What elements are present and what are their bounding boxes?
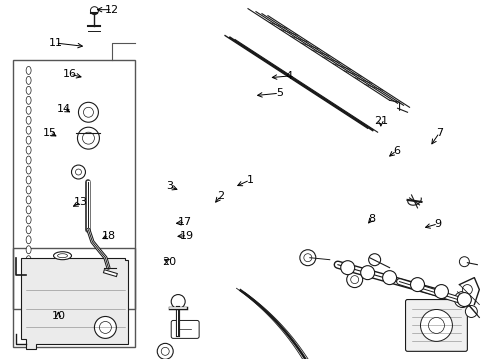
Ellipse shape <box>26 106 31 114</box>
Ellipse shape <box>26 226 31 234</box>
Ellipse shape <box>26 86 31 94</box>
Circle shape <box>77 127 99 149</box>
Circle shape <box>341 261 355 275</box>
Ellipse shape <box>26 246 31 254</box>
Circle shape <box>368 254 381 266</box>
Circle shape <box>82 132 95 144</box>
Circle shape <box>91 7 98 15</box>
Text: 10: 10 <box>51 311 65 321</box>
Circle shape <box>411 278 424 292</box>
Text: 13: 13 <box>74 197 88 207</box>
Ellipse shape <box>26 236 31 244</box>
Ellipse shape <box>26 186 31 194</box>
Circle shape <box>347 272 363 288</box>
Circle shape <box>83 107 94 117</box>
Ellipse shape <box>26 146 31 154</box>
Circle shape <box>161 347 169 355</box>
Ellipse shape <box>26 176 31 184</box>
Ellipse shape <box>26 126 31 134</box>
Ellipse shape <box>26 266 31 274</box>
Circle shape <box>463 285 472 294</box>
Text: 11: 11 <box>49 38 62 48</box>
Circle shape <box>78 102 98 122</box>
Circle shape <box>466 306 477 318</box>
Text: 19: 19 <box>180 231 195 240</box>
Ellipse shape <box>26 206 31 214</box>
Text: 3: 3 <box>166 181 173 192</box>
Text: 21: 21 <box>374 116 388 126</box>
Text: 14: 14 <box>57 104 71 114</box>
Circle shape <box>460 257 469 267</box>
Ellipse shape <box>57 254 68 258</box>
Text: 8: 8 <box>368 214 376 224</box>
Circle shape <box>420 310 452 341</box>
Circle shape <box>383 271 396 285</box>
Text: 12: 12 <box>105 5 119 15</box>
Circle shape <box>351 276 359 284</box>
Ellipse shape <box>53 252 72 260</box>
Circle shape <box>454 292 470 307</box>
Bar <box>13 248 135 347</box>
Text: 4: 4 <box>285 71 293 81</box>
Bar <box>13 60 135 310</box>
Text: 7: 7 <box>436 128 443 138</box>
Circle shape <box>157 343 173 359</box>
Text: 15: 15 <box>43 128 56 138</box>
Circle shape <box>435 285 448 298</box>
Ellipse shape <box>26 196 31 204</box>
Ellipse shape <box>26 166 31 174</box>
Circle shape <box>300 250 316 266</box>
Ellipse shape <box>26 156 31 164</box>
Circle shape <box>304 254 312 262</box>
Ellipse shape <box>26 96 31 104</box>
Ellipse shape <box>26 116 31 124</box>
Circle shape <box>99 321 111 333</box>
Ellipse shape <box>26 67 31 75</box>
Circle shape <box>72 165 85 179</box>
Text: 16: 16 <box>63 69 77 79</box>
Polygon shape <box>21 258 128 349</box>
Text: 17: 17 <box>178 217 193 227</box>
Ellipse shape <box>26 276 31 284</box>
Text: 9: 9 <box>435 219 441 229</box>
FancyBboxPatch shape <box>171 320 199 338</box>
Text: 1: 1 <box>246 175 253 185</box>
Text: 6: 6 <box>393 145 400 156</box>
Circle shape <box>428 318 444 333</box>
Circle shape <box>95 316 116 338</box>
Ellipse shape <box>26 256 31 264</box>
Ellipse shape <box>26 136 31 144</box>
Ellipse shape <box>26 216 31 224</box>
Text: 20: 20 <box>162 257 176 267</box>
Circle shape <box>75 169 81 175</box>
Circle shape <box>361 266 375 280</box>
Text: 5: 5 <box>276 88 283 98</box>
Circle shape <box>171 294 185 309</box>
FancyBboxPatch shape <box>406 300 467 351</box>
Ellipse shape <box>26 76 31 84</box>
Circle shape <box>457 293 471 306</box>
Text: 18: 18 <box>102 231 116 240</box>
Text: 2: 2 <box>217 191 224 201</box>
